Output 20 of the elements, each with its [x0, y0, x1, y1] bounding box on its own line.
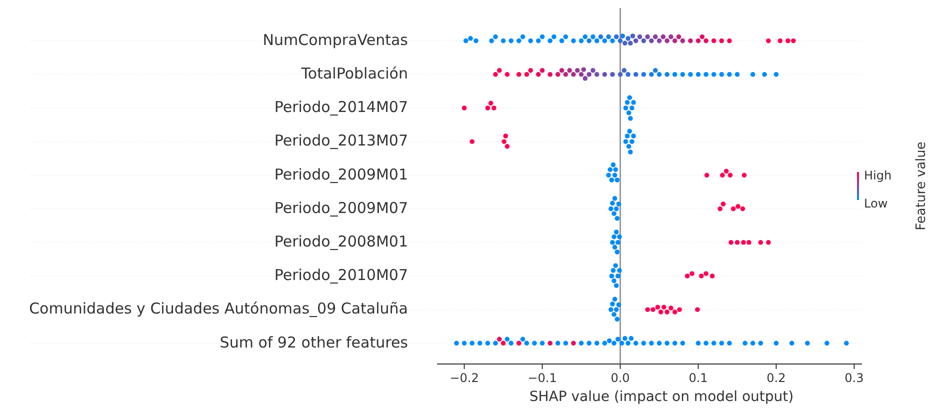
y-tick-label: Periodo_2014M07 [274, 98, 408, 116]
x-tick-label: 0.0 [610, 371, 630, 385]
y-tick-label: Comunidades y Ciudades Autónomas_09 Cataluña [29, 300, 408, 318]
y-tick-label: TotalPoblación [300, 64, 408, 83]
y-tick-label: Periodo_2010M07 [274, 266, 408, 284]
x-tick-label: 0.3 [844, 371, 864, 385]
x-tick-label: −0.2 [450, 371, 479, 385]
text: High [864, 168, 892, 182]
x-axis-title: SHAP value (impact on model output) [529, 389, 794, 405]
y-tick-label: Sum of 92 other features [220, 333, 408, 352]
color-bar-title: Feature value [914, 142, 929, 230]
y-tick-label: Periodo_2013M07 [274, 132, 408, 150]
y-tick-label: Periodo_2009M01 [274, 165, 408, 184]
x-tick-label: 0.1 [688, 371, 708, 385]
y-tick-label: Periodo_2009M07 [274, 198, 408, 217]
x-tick-label: 0.2 [766, 371, 786, 385]
x-tick-label: −0.1 [528, 371, 557, 385]
y-tick-label: NumCompraVentas [262, 30, 408, 49]
y-tick-label: Periodo_2008M01 [274, 232, 408, 251]
text: Low [864, 196, 888, 210]
